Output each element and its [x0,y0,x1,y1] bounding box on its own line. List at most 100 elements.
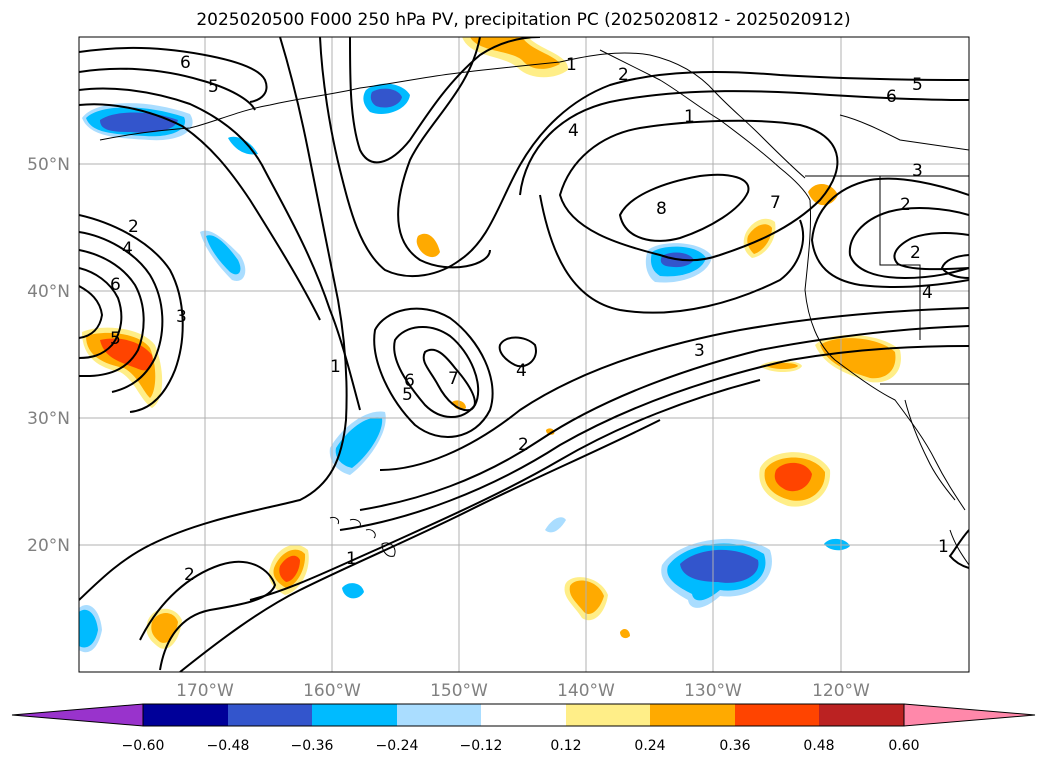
contour-line [948,529,969,569]
coastline-alaska [99,52,806,179]
contour-line [139,560,277,671]
contour-label: 1 [684,107,695,127]
contour-label: 2 [128,217,139,237]
colorbar-tick: 0.12 [550,738,581,754]
contour-label: 6 [180,53,191,73]
contour-label: 4 [516,361,527,381]
contour-label: 1 [938,537,949,557]
colorbar-segment [566,704,650,726]
contour-line [79,67,256,111]
colorbar-tick: −0.60 [122,738,165,754]
contour-line [79,37,348,601]
contour-label: 6 [886,87,897,107]
lon-label: 150°W [430,681,488,701]
contour-line [893,232,969,271]
contour-label: 8 [656,199,667,219]
precip-neg-blob [680,549,759,583]
contour-line [179,419,661,672]
colorbar-extend-low [11,703,144,727]
contour-label: 2 [910,243,921,263]
colorbar-segment [819,704,904,726]
lat-labels: 50°N 40°N 30°N 20°N [27,155,70,556]
colorbar-segment [397,704,481,726]
lon-label: 140°W [557,681,615,701]
lon-label: 120°W [812,681,870,701]
colorbar-segment [735,704,819,726]
precip-neg-blob [100,112,178,133]
contour-label: 3 [912,161,923,181]
precip-neg-blob [545,517,566,533]
contour-line [848,207,969,280]
lon-label: 170°W [176,681,234,701]
contour-line [339,345,969,531]
colorbar-tick: −0.36 [291,738,334,754]
precip-neg-blob [342,583,364,599]
contour-line [379,307,969,471]
lat-label: 50°N [27,155,70,175]
contour-line [319,37,969,277]
contour-line [79,231,164,393]
contour-label: 4 [568,121,579,141]
contour-line [79,285,104,339]
contour-label: 6 [404,371,415,391]
contour-line [422,348,476,412]
pv-contours [79,37,969,672]
contour-label: 1 [330,357,341,377]
precip-neg-blob [228,136,258,155]
lat-label: 30°N [27,409,70,429]
contour-line [397,37,491,269]
precip-neg-blob [79,609,98,648]
precip-pos-blob [620,629,630,639]
colorbar-tick: −0.12 [460,738,503,754]
contour-label: 7 [448,369,459,389]
precip-pos-blob [279,555,300,582]
contour-label: 5 [208,77,219,97]
contour-line [373,307,494,438]
map-border [78,36,970,673]
island-hawaii [329,517,396,557]
contour-label: 5 [110,329,121,349]
precip-neg-blob [206,235,241,275]
precip-neg-blob [335,417,383,468]
coastline-west-us [804,199,966,511]
contour-label: 2 [518,435,529,455]
precip-neg-blob [370,88,402,108]
contour-labels: 6 5 2 4 6 5 3 1 4 8 7 2 6 5 3 2 4 1 6 7 … [110,53,949,585]
contour-line [79,87,361,411]
figure-title: 2025020500 F000 250 hPa PV, precipitatio… [196,10,851,30]
colorbar: −0.60 −0.48 −0.36 −0.24 −0.12 0.12 0.24 … [11,703,1036,754]
contour-line [249,379,761,601]
precip-pos-blob [820,338,896,379]
contour-line [810,177,969,289]
contour-line [558,119,839,262]
colorbar-tick: −0.24 [376,738,419,754]
colorbar-ticks: −0.60 −0.48 −0.36 −0.24 −0.12 0.12 0.24 … [122,738,920,754]
contour-line [539,194,805,314]
colorbar-border [142,703,905,727]
coast-mexico [949,529,969,566]
colorbar-extend-high [903,703,1036,727]
lon-label: 130°W [684,681,742,701]
contour-label: 4 [122,239,133,259]
contour-line [79,103,321,321]
lon-labels: 170°W 160°W 150°W 140°W 130°W 120°W [176,681,870,701]
contour-label: 5 [402,385,413,405]
contour-label: 6 [110,275,121,295]
colorbar-tick: 0.48 [803,738,834,754]
lon-label: 160°W [303,681,361,701]
contour-label: 1 [346,549,357,569]
precip-pos-blob [470,37,560,69]
contour-line [349,37,541,164]
contour-label: 3 [176,307,187,327]
colorbar-tick: −0.48 [207,738,250,754]
lat-label: 20°N [27,536,70,556]
contour-label: 4 [922,283,933,303]
contour-label: 2 [184,565,195,585]
colorbar-segment [143,704,228,726]
contour-label: 5 [912,75,923,95]
lat-label: 40°N [27,282,70,302]
colorbar-segment [481,704,566,726]
contour-line [618,173,750,242]
contour-label: 2 [618,65,629,85]
